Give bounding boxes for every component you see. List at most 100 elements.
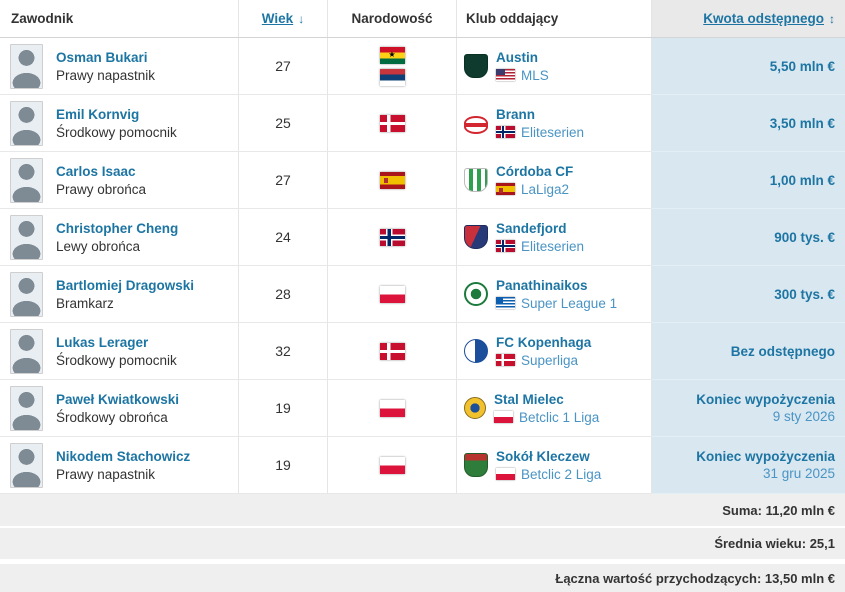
table-row: Osman Bukari Prawy napastnik 27 Austin M…	[0, 38, 845, 95]
club-name-link[interactable]: Stal Mielec	[494, 391, 564, 407]
column-label-player: Zawodnik	[11, 11, 74, 26]
league-link[interactable]: Superliga	[521, 352, 579, 368]
player-cell: Osman Bukari Prawy napastnik	[0, 38, 239, 95]
nationality-flags	[328, 209, 457, 266]
table-row: Bartlomiej Dragowski Bramkarz 28 Panathi…	[0, 266, 845, 323]
club-name-link[interactable]: Panathinaikos	[496, 277, 588, 293]
player-name-link[interactable]: Christopher Cheng	[56, 220, 179, 236]
player-photo[interactable]	[10, 442, 43, 488]
age-cell: 32	[239, 323, 328, 380]
fee-value-link[interactable]: Koniec wypożyczenia	[696, 449, 835, 464]
column-header-age[interactable]: Wiek ↓	[239, 0, 328, 37]
club-cell: Austin MLS	[457, 38, 652, 95]
player-cell: Paweł Kwiatkowski Środkowy obrońca	[0, 380, 239, 437]
nationality-flag-icon	[379, 68, 405, 86]
player-name-link[interactable]: Paweł Kwiatkowski	[56, 391, 180, 407]
column-header-player: Zawodnik	[0, 0, 239, 37]
player-photo[interactable]	[10, 100, 43, 146]
table-header: Zawodnik Wiek ↓ Narodowość Klub oddający…	[0, 0, 845, 38]
player-photo[interactable]	[10, 328, 43, 374]
player-position: Środkowy obrońca	[56, 409, 168, 425]
nationality-flags	[328, 323, 457, 380]
league-link[interactable]: MLS	[521, 67, 549, 83]
league-link[interactable]: Eliteserien	[521, 238, 585, 254]
club-cell: Brann Eliteserien	[457, 95, 652, 152]
age-cell: 28	[239, 266, 328, 323]
player-position: Środkowy pomocnik	[56, 352, 177, 368]
player-photo[interactable]	[10, 385, 43, 431]
nationality-flag-icon	[379, 285, 405, 303]
nationality-flag-icon	[379, 228, 405, 246]
player-position: Prawy napastnik	[56, 67, 156, 83]
club-logo[interactable]	[464, 54, 488, 78]
club-name-link[interactable]: Austin	[496, 49, 538, 65]
fee-value-link[interactable]: Koniec wypożyczenia	[696, 392, 835, 407]
player-photo[interactable]	[10, 214, 43, 260]
player-name-link[interactable]: Emil Kornvig	[56, 106, 140, 122]
player-name-link[interactable]: Lukas Lerager	[56, 334, 149, 350]
column-header-fee[interactable]: Kwota odstępnego ↕	[652, 0, 845, 37]
table-body: Osman Bukari Prawy napastnik 27 Austin M…	[0, 38, 845, 494]
nationality-flag-icon	[379, 456, 405, 474]
fee-value-link[interactable]: 900 tys. €	[774, 229, 835, 245]
nationality-flag-icon	[379, 46, 405, 64]
age-cell: 25	[239, 95, 328, 152]
club-logo[interactable]	[464, 453, 488, 477]
league-link[interactable]: Eliteserien	[521, 124, 585, 140]
sort-link-age[interactable]: Wiek	[261, 11, 294, 26]
fee-cell: Bez odstępnego	[652, 323, 845, 380]
league-flag-icon	[496, 354, 515, 366]
club-cell: Sokół Kleczew Betclic 2 Liga	[457, 437, 652, 494]
club-name-link[interactable]: Sandefjord	[496, 220, 567, 236]
player-photo[interactable]	[10, 271, 43, 317]
club-logo[interactable]	[464, 115, 488, 134]
fee-date: 31 gru 2025	[762, 466, 835, 481]
club-cell: Córdoba CF LaLiga2	[457, 152, 652, 209]
nationality-flag-icon	[379, 399, 405, 417]
table-row: Lukas Lerager Środkowy pomocnik 32 FC Ko…	[0, 323, 845, 380]
player-position: Prawy napastnik	[56, 466, 156, 482]
fee-value-link[interactable]: 1,00 mln €	[769, 172, 835, 188]
club-logo[interactable]	[464, 225, 488, 249]
fee-value-link[interactable]: Bez odstępnego	[730, 343, 835, 359]
club-name-link[interactable]: FC Kopenhaga	[496, 334, 592, 350]
table-row: Carlos Isaac Prawy obrońca 27 Córdoba CF…	[0, 152, 845, 209]
player-name-link[interactable]: Bartlomiej Dragowski	[56, 277, 195, 293]
player-photo[interactable]	[10, 43, 43, 89]
fee-cell: 900 tys. €	[652, 209, 845, 266]
fee-value-link[interactable]: 300 tys. €	[774, 286, 835, 302]
club-name-link[interactable]: Córdoba CF	[496, 163, 574, 179]
league-flag-icon	[496, 240, 515, 252]
player-name-link[interactable]: Nikodem Stachowicz	[56, 448, 191, 464]
sort-desc-icon[interactable]: ↓	[298, 11, 305, 26]
player-name-link[interactable]: Osman Bukari	[56, 49, 148, 65]
fee-value-link[interactable]: 3,50 mln €	[769, 115, 835, 131]
club-name-link[interactable]: Brann	[496, 106, 536, 122]
player-photo[interactable]	[10, 157, 43, 203]
club-logo[interactable]	[464, 282, 488, 306]
club-logo[interactable]	[464, 339, 488, 363]
league-link[interactable]: Betclic 1 Liga	[519, 409, 600, 425]
sort-link-fee[interactable]: Kwota odstępnego	[703, 11, 824, 26]
club-name-link[interactable]: Sokół Kleczew	[496, 448, 590, 464]
age-cell: 27	[239, 152, 328, 209]
club-cell: Panathinaikos Super League 1	[457, 266, 652, 323]
fee-cell: 300 tys. €	[652, 266, 845, 323]
player-cell: Bartlomiej Dragowski Bramkarz	[0, 266, 239, 323]
league-link[interactable]: Super League 1	[521, 295, 618, 311]
player-position: Bramkarz	[56, 295, 114, 311]
sort-both-icon[interactable]: ↕	[829, 11, 835, 26]
league-flag-icon	[496, 126, 515, 138]
fee-value-link[interactable]: 5,50 mln €	[769, 58, 835, 74]
footer-total-value: Łączna wartość przychodzących: 13,50 mln…	[0, 564, 845, 592]
player-cell: Carlos Isaac Prawy obrońca	[0, 152, 239, 209]
player-position: Prawy obrońca	[56, 181, 147, 197]
player-name-link[interactable]: Carlos Isaac	[56, 163, 136, 179]
column-label-nationality: Narodowość	[351, 11, 433, 26]
club-logo[interactable]	[464, 397, 486, 419]
club-logo[interactable]	[464, 168, 488, 192]
league-flag-icon	[496, 468, 515, 480]
league-link[interactable]: LaLiga2	[521, 181, 570, 197]
age-cell: 27	[239, 38, 328, 95]
league-link[interactable]: Betclic 2 Liga	[521, 466, 602, 482]
